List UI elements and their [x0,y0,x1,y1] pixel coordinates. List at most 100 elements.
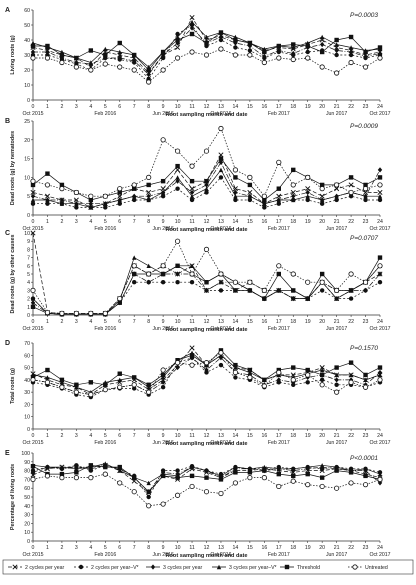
data-point [74,59,79,66]
data-point [276,471,281,477]
y-tick-label: 5 [27,272,30,278]
y-tick-label: 20 [24,138,30,144]
data-point [319,372,325,378]
data-point [334,37,339,43]
data-point [247,43,253,49]
data-point [319,463,325,468]
data-point [233,194,238,199]
y-tick-label: 9 [27,239,30,245]
x-tick-label: 10 [175,104,181,110]
data-point [45,367,50,373]
data-point [189,49,195,55]
data-point [334,197,339,203]
data-point [117,197,122,203]
date-label: Oct 2015 [22,552,43,558]
data-point [175,175,180,180]
data-point-b [334,186,340,192]
data-point [131,489,137,495]
date-label: Oct 2017 [369,440,390,446]
x-tick-label: 7 [133,219,136,225]
data-point [189,178,195,184]
data-point [276,288,281,293]
data-point [88,475,94,481]
data-point [102,387,108,393]
x-tick-label: 13 [218,319,224,325]
data-point [160,194,166,199]
data-point [45,197,50,203]
series-line [32,232,381,314]
data-point [74,470,79,475]
panel-d: D P=0.1570 0 10 20 30 40 50 60 70 Total roots (g) 0… [5,340,391,447]
data-point [348,372,354,378]
data-point [218,288,224,293]
data-point [203,489,210,495]
date-label: Oct 2016 [210,111,231,117]
series-threshold [30,30,383,73]
data-point [117,300,122,305]
x-tick-label: 20 [319,319,325,325]
data-point [102,61,108,67]
data-point [160,178,166,184]
data-point [377,167,383,173]
x-tick-label: 5 [104,219,107,225]
data-point [247,197,253,203]
data-point [189,189,195,196]
x-tick-label: 20 [319,545,325,551]
data-point [319,41,325,48]
series-threshold [30,156,383,203]
legend-item: 3 cycles per year–V* [212,564,277,571]
x-tick-label: 23 [363,219,369,225]
data-point [363,194,368,199]
x-axis-label: Root sampling month and date [165,441,247,447]
data-point [117,464,122,470]
data-point [319,377,325,383]
data-point-b [175,167,181,173]
date-label: Feb 2016 [94,326,116,332]
data-point [175,468,180,473]
x-tick-label: 20 [319,219,325,225]
data-point [319,186,325,192]
x-tick-label: 22 [348,219,354,225]
data-point [189,464,195,470]
y-tick-label: 50 [24,495,30,501]
x-tick-label: 14 [233,545,239,551]
data-point [189,263,195,268]
x-tick-label: 23 [363,319,369,325]
data-point [132,271,137,277]
x-tick-label: 15 [247,219,253,225]
data-point-b [44,193,50,199]
data-point [348,45,354,50]
data-point-b [290,372,296,378]
data-point [175,167,181,173]
y-tick-label: 8 [27,247,30,253]
data-point [232,186,238,192]
legend-label: Untreated [365,565,388,571]
data-point [276,466,281,472]
data-point [59,59,65,66]
data-point [88,468,94,473]
x-tick-label: 14 [233,219,239,225]
y-tick-label: 70 [24,477,30,483]
data-point [348,296,354,301]
x-tick-label: 1 [46,104,49,110]
data-point [305,380,310,385]
data-point [146,385,151,390]
x-tick-label: 16 [261,545,267,551]
data-point [189,163,195,169]
data-point [132,58,137,64]
y-tick-label: 0 [27,98,30,104]
x-tick-label: 12 [204,319,210,325]
data-point [103,201,108,206]
date-label: Oct 2015 [22,440,43,446]
data-point [261,59,267,66]
data-point [233,375,238,380]
x-tick-label: 24 [377,219,383,225]
data-point [160,473,166,479]
x-tick-label: 6 [118,104,121,110]
data-point [160,501,166,507]
x-tick-label: 16 [261,104,267,110]
x-tick-label: 11 [189,219,194,225]
x-tick-label: 12 [204,104,210,110]
date-label: Feb 2016 [94,226,116,232]
